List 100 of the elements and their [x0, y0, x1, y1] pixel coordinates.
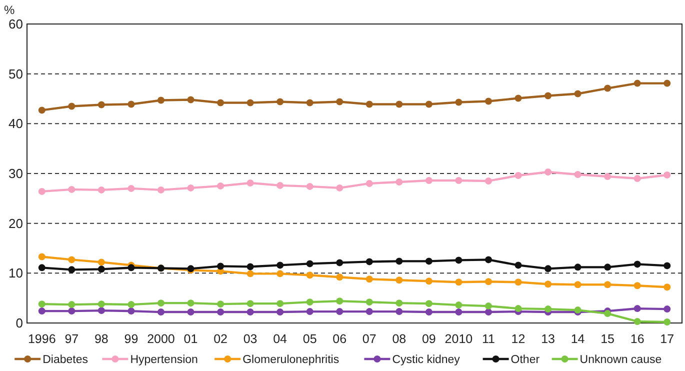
point	[634, 305, 641, 312]
point	[98, 300, 105, 308]
point	[664, 171, 671, 178]
point	[336, 184, 344, 192]
point	[306, 272, 314, 279]
x-tick-label: 04	[273, 332, 288, 346]
x-tick-label: 12	[511, 332, 526, 346]
point	[484, 302, 492, 310]
point	[187, 96, 194, 104]
point	[604, 264, 612, 271]
point	[276, 98, 284, 106]
point	[664, 306, 671, 313]
legend-label: Hypertension	[130, 354, 198, 366]
point	[396, 100, 403, 108]
point	[664, 318, 671, 326]
point	[128, 308, 135, 315]
point	[306, 308, 314, 316]
x-tick-label: 98	[94, 332, 108, 346]
legend-label: Other	[510, 354, 540, 366]
point	[514, 262, 522, 269]
point	[544, 168, 552, 176]
point	[634, 318, 641, 326]
point	[68, 102, 76, 110]
point	[157, 300, 164, 307]
point	[634, 260, 641, 268]
point	[484, 308, 492, 316]
legend-label: Unknown cause	[580, 354, 662, 366]
point	[425, 278, 432, 285]
point	[574, 90, 582, 98]
point	[366, 100, 373, 108]
point	[604, 84, 612, 92]
x-tick-label: 07	[362, 332, 376, 346]
point	[366, 276, 373, 283]
point	[336, 298, 344, 305]
x-tick-label: 05	[302, 332, 317, 346]
point	[98, 307, 105, 314]
point	[425, 308, 432, 316]
point	[425, 176, 432, 184]
point	[544, 280, 552, 288]
x-tick-label: 17	[660, 332, 674, 346]
point	[128, 100, 135, 108]
point	[68, 256, 76, 264]
point	[574, 281, 582, 288]
point	[336, 259, 344, 266]
y-tick-label: 50	[8, 66, 23, 82]
legend-label: Cystic kidney	[392, 354, 460, 366]
x-tick-label: 11	[482, 332, 496, 346]
point	[157, 96, 164, 104]
y-tick-label: 0	[16, 316, 23, 331]
point	[574, 264, 582, 271]
point	[276, 262, 284, 269]
point	[157, 308, 164, 316]
point	[455, 278, 462, 286]
point	[396, 178, 403, 186]
x-tick-label: 99	[124, 332, 138, 346]
point	[484, 98, 492, 105]
point	[664, 284, 671, 291]
y-tick-label: 10	[8, 266, 23, 281]
point	[68, 186, 76, 193]
point	[484, 256, 492, 264]
point	[276, 300, 284, 308]
point	[366, 298, 373, 306]
point	[634, 174, 641, 182]
point	[366, 258, 373, 266]
point	[68, 266, 76, 274]
point	[276, 270, 284, 278]
point	[217, 262, 224, 270]
point	[514, 94, 522, 102]
point	[68, 308, 76, 315]
point	[396, 300, 403, 307]
x-tick-label: 16	[630, 332, 644, 346]
point	[217, 308, 224, 316]
point	[98, 101, 105, 108]
point	[604, 281, 612, 288]
point	[128, 184, 135, 192]
point	[396, 308, 403, 316]
point	[157, 186, 164, 194]
point	[306, 260, 314, 268]
point	[217, 300, 224, 308]
x-tick-label: 2000	[147, 332, 175, 346]
point	[38, 308, 46, 315]
point	[336, 308, 344, 316]
x-tick-label: 97	[64, 332, 79, 346]
point	[306, 298, 314, 306]
point	[187, 300, 194, 307]
point	[38, 253, 46, 260]
point	[544, 265, 552, 272]
point	[544, 92, 552, 100]
x-tick-label: 01	[184, 332, 198, 346]
point	[187, 184, 194, 192]
point	[246, 99, 254, 106]
point	[425, 300, 432, 308]
point	[217, 182, 224, 190]
point	[38, 264, 46, 272]
point	[544, 306, 552, 313]
point	[336, 98, 344, 106]
y-tick-label: 20	[8, 216, 23, 231]
y-tick-label: 40	[8, 116, 23, 132]
x-tick-label: 13	[541, 332, 556, 346]
legend-label: Glomerulonephritis	[242, 354, 340, 366]
